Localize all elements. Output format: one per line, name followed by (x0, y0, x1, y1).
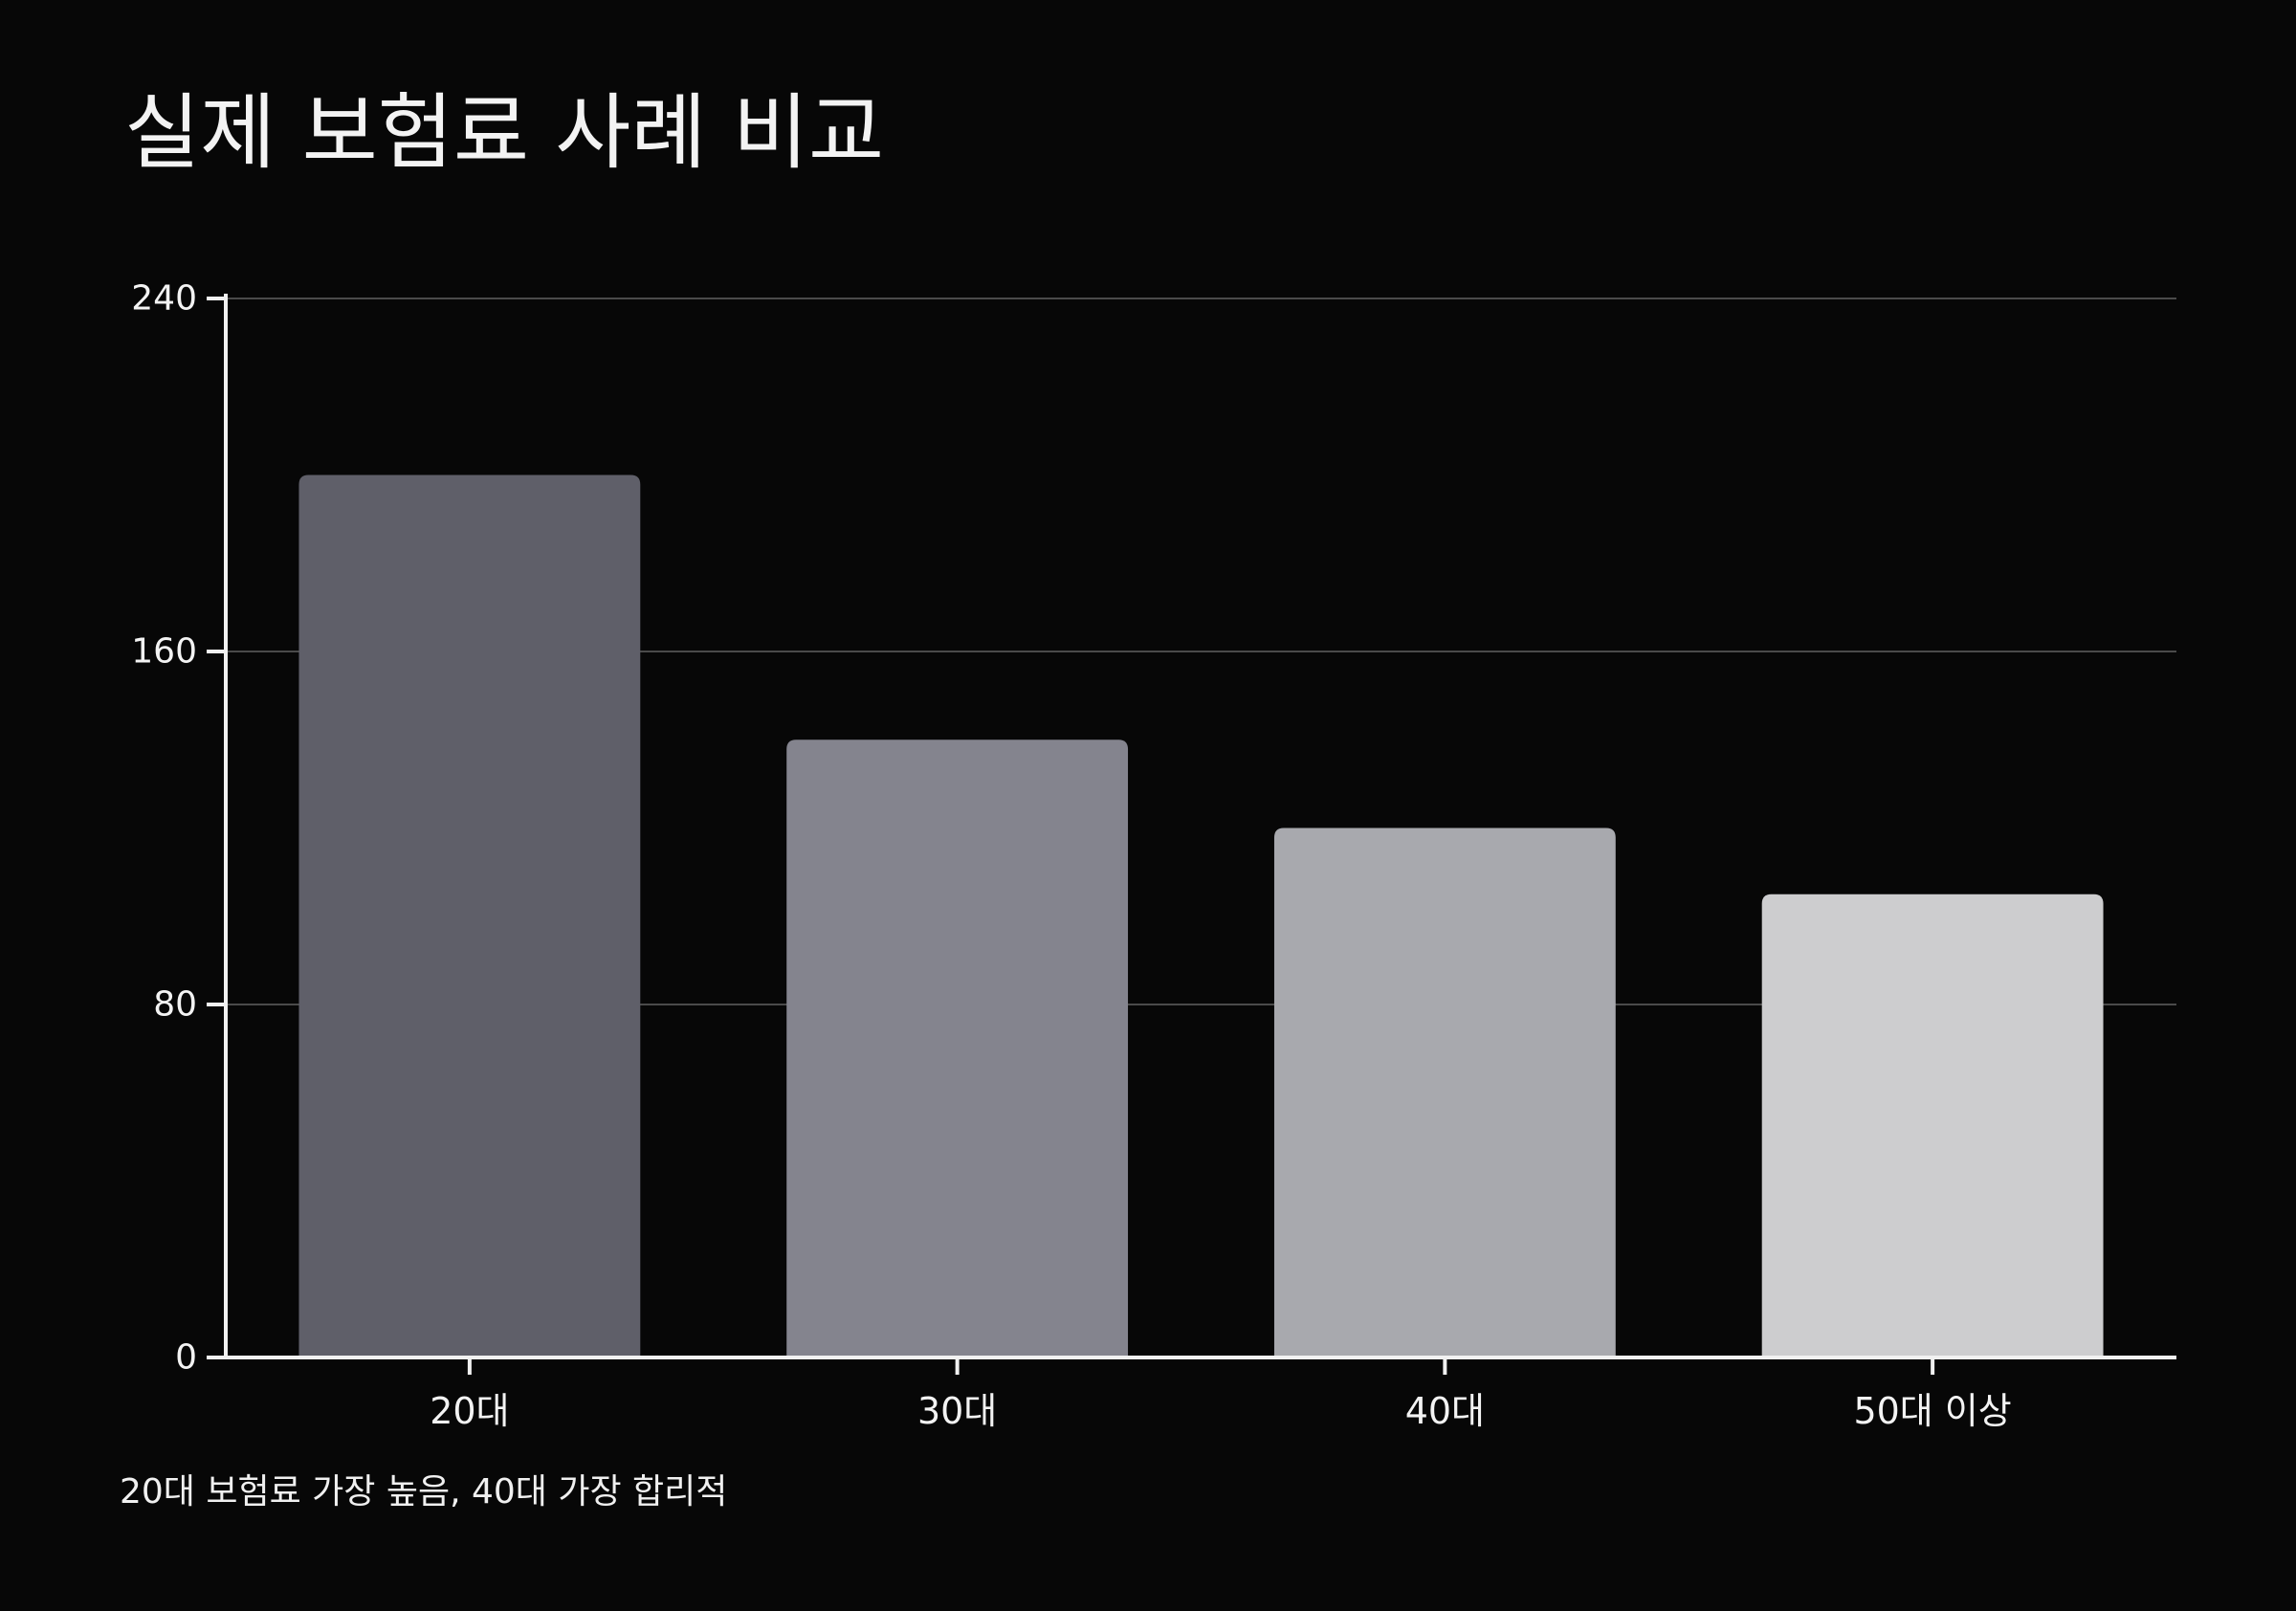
y-tick-label: 240 (131, 279, 197, 319)
x-tick-label: 50대 이상 (1853, 1390, 2011, 1432)
bar (1761, 894, 2104, 1357)
x-tick-label: 30대 (917, 1390, 997, 1432)
bar (1273, 828, 1616, 1357)
chart-caption: 20대 보험료 가장 높음, 40대 가장 합리적 (120, 1472, 728, 1512)
bars (298, 474, 2104, 1357)
y-tick-label: 80 (153, 985, 197, 1025)
bar (786, 739, 1129, 1357)
y-tick-label: 160 (131, 632, 197, 672)
x-tick-label: 40대 (1405, 1390, 1485, 1432)
bar (298, 474, 641, 1357)
chart-title: 실제 보험료 사례 비교 (124, 85, 885, 181)
y-tick-label: 0 (175, 1338, 197, 1378)
y-axis: 0 80 160 240 (131, 279, 228, 1378)
x-tick-label: 20대 (430, 1390, 509, 1432)
x-axis: 20대 30대 40대 50대 이상 (224, 1356, 2176, 1432)
